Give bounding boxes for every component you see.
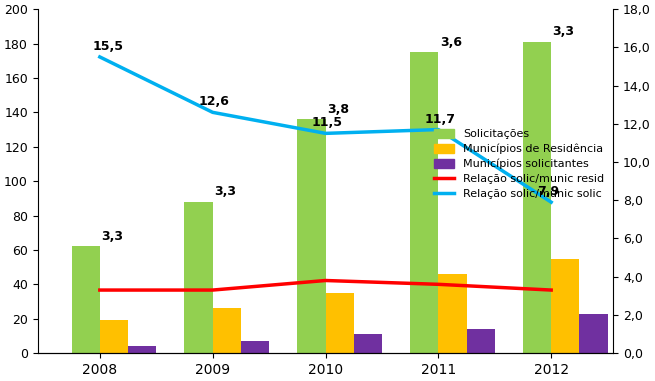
Bar <box>71 247 100 353</box>
Bar <box>241 341 269 353</box>
Bar <box>551 259 580 353</box>
Legend: Solicitações, Municípios de Residência, Municípios solicitantes, Relação solic/m: Solicitações, Municípios de Residência, … <box>431 126 608 202</box>
Text: 3,6: 3,6 <box>440 36 462 49</box>
Bar <box>213 308 241 353</box>
Bar <box>410 52 438 353</box>
Text: 3,3: 3,3 <box>102 230 123 243</box>
Bar <box>128 346 157 353</box>
Text: 11,7: 11,7 <box>424 113 455 126</box>
Text: 12,6: 12,6 <box>198 95 230 109</box>
Text: 11,5: 11,5 <box>312 117 343 130</box>
Bar <box>523 42 551 353</box>
Text: 3,3: 3,3 <box>553 26 574 38</box>
Bar <box>466 329 495 353</box>
Text: 15,5: 15,5 <box>93 40 124 53</box>
Text: 3,3: 3,3 <box>214 185 236 199</box>
Bar <box>438 274 466 353</box>
Bar <box>580 314 608 353</box>
Bar <box>354 334 382 353</box>
Text: 7,9: 7,9 <box>537 185 559 198</box>
Bar <box>100 320 128 353</box>
Bar <box>326 293 354 353</box>
Bar <box>297 119 326 353</box>
Text: 3,8: 3,8 <box>327 103 349 116</box>
Bar <box>185 202 213 353</box>
